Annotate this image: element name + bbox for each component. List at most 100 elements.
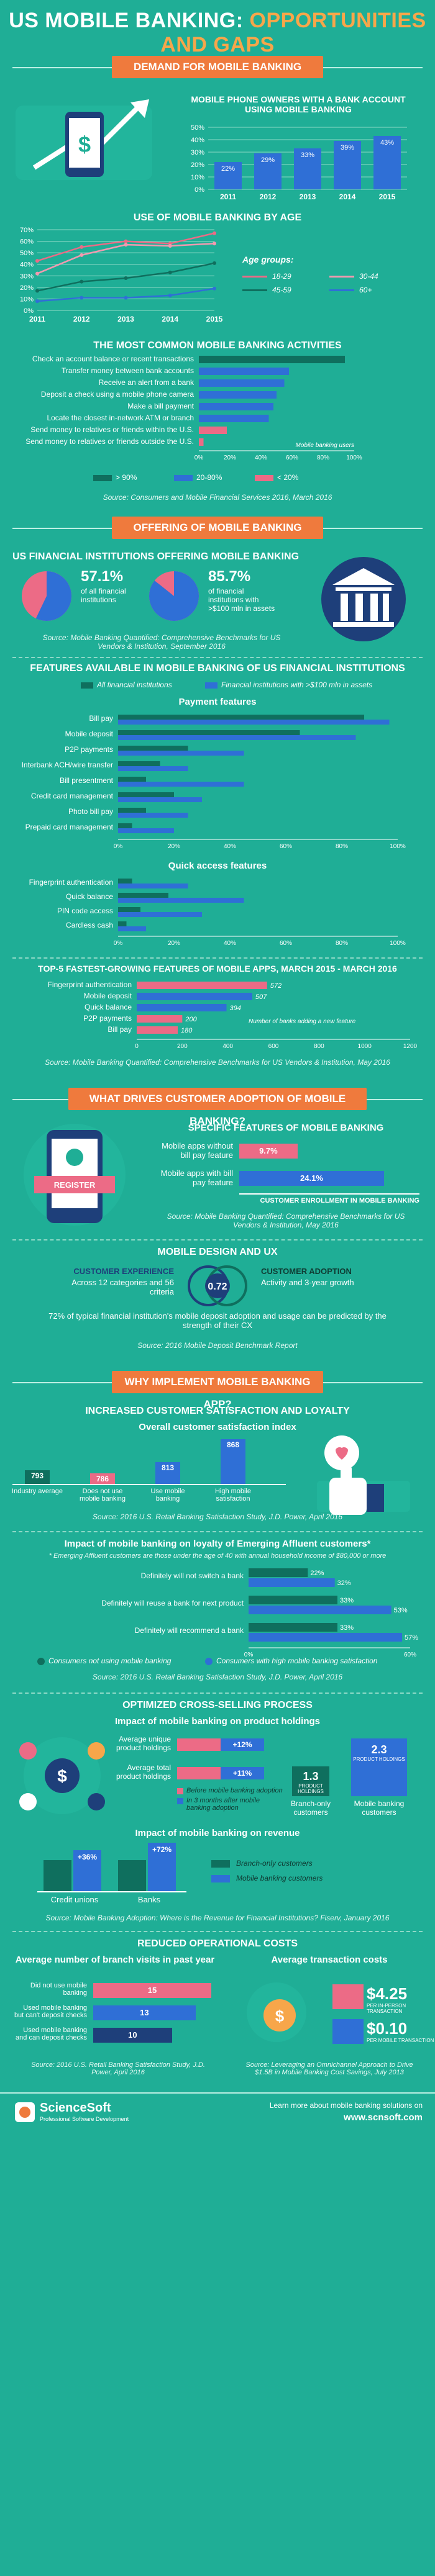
loyalty-title: Impact of mobile banking on loyalty of E… — [64, 1539, 371, 1549]
category-label: Send money to relatives or friends outsi… — [25, 437, 194, 446]
series-line — [37, 232, 215, 262]
y-tick-label: 10% — [20, 296, 34, 303]
total-change: +11% — [232, 1769, 252, 1778]
bar-100 — [118, 797, 202, 802]
bar-all — [118, 746, 188, 751]
divider — [12, 1239, 423, 1241]
x-tick-label: 80% — [317, 454, 329, 461]
x-tick-label: 1000 — [358, 1043, 372, 1050]
data-label: 572 — [270, 982, 282, 990]
footer-learn: Learn more about mobile banking solution… — [269, 2101, 423, 2110]
x-tick-label: 0% — [244, 1652, 254, 1656]
x-tick-label: 60% — [286, 454, 298, 461]
category-label: P2P payments — [65, 745, 113, 754]
x-tick-label: 200 — [177, 1043, 188, 1050]
title-part2: OPPORTUNITIES AND GAPS — [160, 9, 426, 56]
category-label: Fingerprint authentication — [48, 980, 132, 989]
section-offering-banner: OFFERING OF MOBILE BANKING — [112, 517, 323, 539]
age-label: 60+ — [359, 286, 372, 294]
point — [35, 271, 39, 276]
age-label: 45-59 — [272, 286, 291, 294]
rev-legend-1: Branch-only customers — [236, 1859, 313, 1868]
satisfaction-title: INCREASED CUSTOMER SATISFACTION AND LOYA… — [85, 1406, 350, 1416]
cx-title: CUSTOMER EXPERIENCE — [73, 1267, 174, 1276]
section-demand-banner: DEMAND FOR MOBILE BANKING — [112, 56, 323, 78]
cost2-swatch — [332, 2019, 364, 2044]
total-before-bar — [177, 1767, 221, 1779]
data-label: 394 — [229, 1005, 240, 1012]
register-button-label: REGISTER — [54, 1180, 96, 1190]
rev-swatch-2 — [211, 1875, 230, 1882]
category-label: Locate the closest in-network ATM or bra… — [47, 414, 194, 422]
payment-title: Payment features — [178, 697, 257, 707]
point — [80, 253, 84, 257]
bar — [199, 356, 345, 363]
data-label: 57% — [405, 1634, 418, 1642]
data-label: 180 — [181, 1027, 193, 1034]
x-tick-label: 60% — [280, 940, 292, 947]
loyalty-legend-1: Consumers not using mobile banking — [48, 1656, 172, 1665]
cost1-unit: PER IN-PERSON TRANSACTION — [367, 2003, 406, 2014]
bar-all — [118, 777, 146, 782]
bank-branch-bar — [118, 1860, 146, 1891]
category-label: Check an account balance or recent trans… — [32, 355, 194, 363]
chart-top5: Fingerprint authentication 572 Mobile depo… — [48, 980, 418, 1050]
footer-url[interactable]: www.scnsoft.com — [344, 2112, 423, 2123]
chart-loyalty: Definitely will not switch a bank 22% 32% D… — [101, 1568, 418, 1656]
divider — [12, 657, 423, 658]
apps-without-label: Mobile apps without bill pay feature — [162, 1141, 233, 1160]
bar-100 — [118, 884, 188, 888]
avg-total-label: Average total product holdings — [116, 1763, 171, 1781]
design-note: 72% of typical financial institution's m… — [48, 1311, 387, 1330]
holdings-title: Impact of mobile banking on product hold… — [115, 1716, 320, 1727]
point — [80, 245, 84, 249]
cu-mobile-bar: +36% — [73, 1850, 101, 1891]
x-tick-label: 2012 — [73, 315, 90, 323]
x-tick-label: 400 — [222, 1043, 233, 1050]
chart-quick-access: Fingerprint authentication Quick balance P… — [29, 878, 406, 947]
index-category: Use mobile banking — [150, 1488, 185, 1503]
x-tick-label: 40% — [224, 940, 236, 947]
specific-title: SPECIFIC FEATURES OF MOBILE BANKING — [188, 1123, 384, 1133]
bar — [199, 438, 204, 446]
bar — [214, 162, 242, 189]
category-label: Definitely will not switch a bank — [141, 1571, 244, 1580]
age-groups-label: Age groups: — [242, 255, 294, 264]
point — [168, 293, 172, 297]
x-tick-label: 40% — [224, 843, 236, 850]
data-label: 29% — [261, 156, 275, 164]
legend-before: Before mobile banking adoption — [186, 1787, 283, 1794]
visit-value: 13 — [140, 2008, 149, 2017]
pie-large-institutions — [149, 571, 199, 621]
top5-title: TOP-5 FASTEST-GROWING FEATURES OF MOBILE… — [38, 964, 397, 974]
point — [124, 243, 128, 247]
cx-text: Across 12 categories and 56 criteria — [71, 1278, 174, 1296]
legend-swatch — [255, 475, 273, 481]
bar-all — [118, 730, 300, 735]
source-why-5: Source: Leveraging an Omnichannel Approa… — [245, 2061, 413, 2076]
x-tick-label: 2011 — [29, 315, 45, 323]
bar-all — [118, 823, 132, 828]
bar — [199, 379, 285, 387]
legend-swatch — [93, 475, 112, 481]
bar-not-using — [249, 1568, 308, 1577]
apps-with-label: Mobile apps with bill pay feature — [160, 1168, 233, 1187]
pie-slice — [149, 571, 199, 621]
activities-legend: > 90% 20-80% < 20% — [93, 473, 342, 486]
age-swatch — [329, 276, 354, 278]
bar-100 — [118, 813, 188, 818]
y-tick-label: 0% — [24, 307, 34, 315]
source-drivers-2: Source: 2016 Mobile Deposit Benchmark Re… — [137, 1341, 298, 1350]
pct2-text: of financial institutions with >$100 mln… — [208, 587, 275, 613]
x-tick-label: 2011 — [220, 192, 236, 201]
bar-not-using — [249, 1623, 337, 1632]
logo-icon — [15, 2102, 35, 2122]
phone-growth-illustration: $ — [16, 99, 152, 180]
source-drivers-1: Source: Mobile Banking Quantified: Compr… — [167, 1212, 405, 1229]
category-label: Interbank ACH/wire transfer — [22, 761, 113, 769]
index-value: 786 — [96, 1474, 109, 1483]
pie-all-institutions — [22, 571, 71, 621]
y-tick-label: 50% — [20, 250, 34, 257]
y-tick-label: 30% — [20, 273, 34, 280]
pie-slice — [35, 571, 71, 621]
